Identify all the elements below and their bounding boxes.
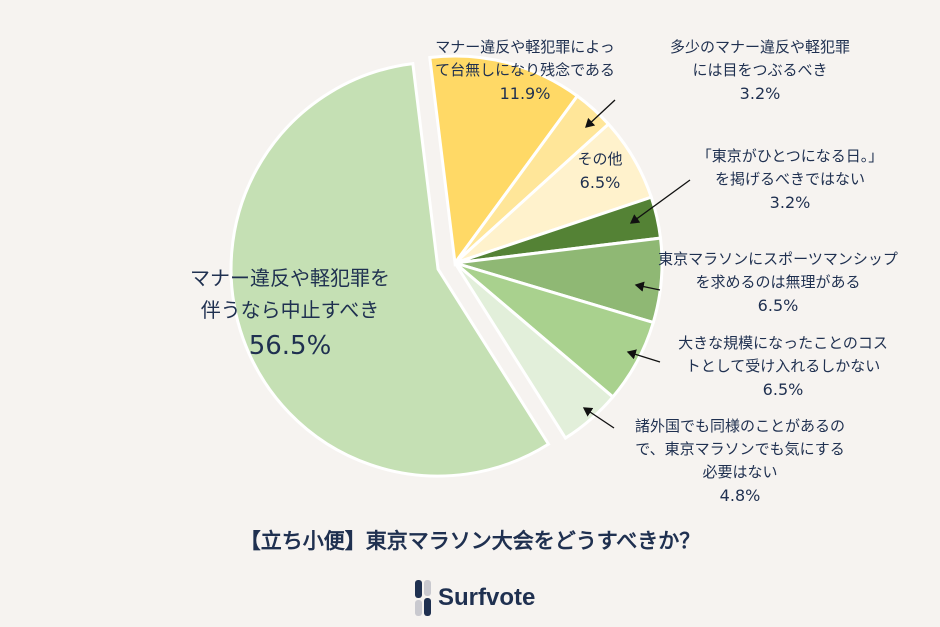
label-line: 伴うなら中止すべき [200, 298, 380, 322]
label-line: マナー違反や軽犯罪を [190, 266, 390, 290]
label-line: で、東京マラソンでも気にする [635, 440, 845, 458]
label-line: 諸外国でも同様のことがあるの [634, 417, 845, 435]
callout-arrow [626, 349, 661, 363]
value-label: 56.5% [248, 331, 332, 361]
value-label: 11.9% [499, 84, 551, 103]
value-label: 6.5% [757, 296, 799, 315]
value-label: 6.5% [579, 173, 621, 192]
label-line: 大きな規模になったことのコス [678, 334, 888, 352]
label-line: には目をつぶるべき [692, 61, 828, 79]
pie-slice [428, 54, 580, 267]
surfvote-logo: Surfvote [414, 580, 535, 616]
pie-slice [229, 61, 551, 478]
label-line: を掲げるべきではない [714, 170, 865, 188]
slice-label-7: マナー違反や軽犯罪を 伴うなら中止すべき 56.5% [170, 262, 410, 366]
callout-arrow [634, 281, 661, 292]
slice-label-1: 多少のマナー違反や軽犯罪 には目をつぶるべき 3.2% [630, 36, 890, 105]
label-line: 多少のマナー違反や軽犯罪 [669, 38, 850, 56]
label-line: 必要はない [702, 463, 778, 481]
label-line: 「東京がひとつになる日。」 [696, 147, 884, 165]
pie-slice [453, 261, 615, 441]
value-label: 3.2% [769, 193, 811, 212]
label-line: トとして受け入れるしかない [685, 357, 881, 375]
callout-arrow [582, 407, 615, 429]
slice-label-4: 東京マラソンにスポーツマンシップ を求めるのは無理がある 6.5% [628, 248, 928, 317]
label-line: 東京マラソンにスポーツマンシップ [658, 250, 898, 268]
slice-label-2: その他 6.5% [560, 148, 640, 194]
callout-arrow [585, 99, 616, 128]
slice-label-0: マナー違反や軽犯罪によっ て台無しになり残念である 11.9% [405, 36, 645, 105]
chart-title: 【立ち小便】東京マラソン大会をどうすべきか？ [239, 529, 701, 553]
slice-label-5: 大きな規模になったことのコス トとして受け入れるしかない 6.5% [648, 332, 918, 401]
surfvote-logo-icon [415, 580, 431, 616]
callout-arrow [629, 179, 691, 224]
label-line: その他 [577, 150, 623, 168]
slice-label-6: 諸外国でも同様のことがあるの で、東京マラソンでも気にする 必要はない 4.8% [605, 415, 875, 507]
brand-name: Surfvote [438, 584, 536, 611]
value-label: 4.8% [719, 486, 761, 505]
value-label: 6.5% [762, 380, 804, 399]
label-line: マナー違反や軽犯罪によっ [435, 38, 615, 56]
value-label: 3.2% [739, 84, 781, 103]
label-line: を求めるのは無理がある [695, 273, 861, 291]
slice-label-3: 「東京がひとつになる日。」 を掲げるべきではない 3.2% [660, 145, 920, 214]
label-line: て台無しになり残念である [435, 61, 615, 79]
